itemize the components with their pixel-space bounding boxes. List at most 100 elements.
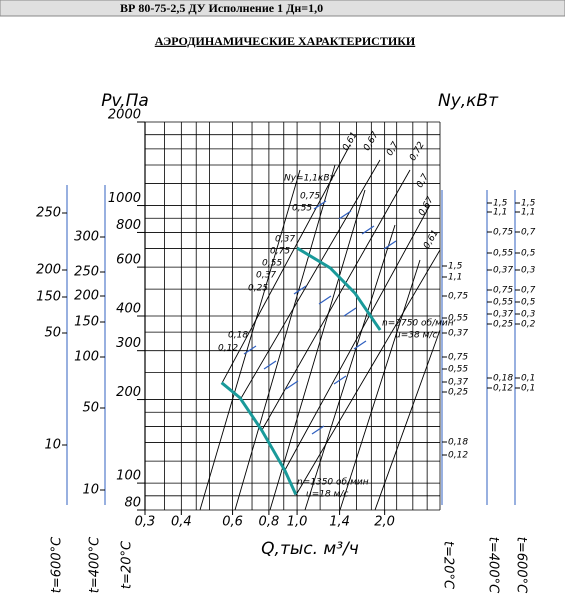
x-tick-label: 0,4	[171, 515, 192, 530]
x-tick-label: 0,6	[222, 515, 243, 530]
scale-label: 1,1	[448, 273, 462, 283]
annotation: 0,75	[300, 192, 320, 202]
annotation: 0,55	[262, 259, 282, 269]
fan-curve	[296, 246, 382, 331]
power-mark	[361, 225, 375, 235]
annotation: 0,12	[218, 344, 238, 354]
scale-title: t=600°C	[50, 536, 65, 593]
diagonal-line	[284, 204, 431, 471]
chart-title: АЭРОДИНАМИЧЕСКИЕ ХАРАКТЕРИСТИКИ	[155, 34, 416, 48]
power-mark	[338, 210, 352, 220]
diagonal-line	[304, 224, 396, 511]
annotation: 0,37	[256, 271, 276, 281]
scale-label: 1,5	[521, 199, 536, 209]
scale-label: 250	[74, 265, 99, 280]
annotation: 0,75	[270, 247, 290, 257]
annotation: 0,61	[422, 228, 441, 250]
scale-label: 0,25	[448, 388, 468, 398]
scale-label: 10	[44, 438, 61, 453]
scale-label: 200	[36, 263, 61, 278]
scale-label: 1,5	[493, 199, 508, 209]
y-tick-label: 100	[116, 469, 141, 484]
power-mark	[313, 200, 327, 210]
scale-label: 250	[36, 206, 61, 221]
scale-label: 0,37	[448, 378, 468, 388]
scale-label: 150	[74, 315, 99, 330]
x-tick-label: 1,0	[287, 515, 308, 530]
diagonal-line	[295, 249, 441, 496]
scale-label: 0,3	[521, 310, 536, 320]
annotation: 0,67	[417, 195, 436, 218]
power-mark	[311, 425, 325, 435]
scale-label: 0,37	[448, 329, 468, 339]
scale-label: 0,55	[493, 298, 513, 308]
scale-label: 0,55	[448, 365, 468, 375]
scale-label: 0,25	[493, 320, 513, 330]
scale-label: 0,1	[521, 374, 535, 384]
scale-label: 0,18	[493, 374, 513, 384]
scale-label: 50	[82, 401, 99, 416]
annotation: 0,18	[228, 331, 248, 341]
diagonal-line	[269, 189, 366, 511]
header-bar	[0, 0, 565, 17]
scale-title: t=600°C	[514, 537, 529, 594]
diagonal-line	[199, 169, 301, 511]
power-mark	[353, 340, 367, 350]
annotation: u=38 м/с	[395, 331, 437, 341]
annotation: Nу=1,1кВт	[284, 174, 336, 184]
scale-label: 0,55	[448, 314, 468, 324]
diagonal-line	[339, 259, 421, 511]
annotation: n=1350 об/мин	[297, 478, 369, 488]
scale-label: 0,37	[493, 310, 513, 320]
y-tick-label: 80	[124, 496, 141, 511]
scale-title: t=400°C	[486, 537, 501, 594]
power-mark	[318, 295, 332, 305]
x-tick-label: 0,8	[259, 515, 280, 530]
scale-label: 0,75	[448, 353, 468, 363]
scale-label: 50	[44, 326, 61, 341]
scale-label: 200	[74, 289, 99, 304]
power-mark	[285, 380, 299, 390]
y2-axis-title: Nу,кВт	[438, 91, 499, 111]
x-axis-title: Q,тыс. м³/ч	[261, 539, 359, 559]
power-mark	[333, 375, 347, 385]
y-tick-label: 300	[116, 336, 141, 351]
scale-title: t=400°C	[88, 536, 103, 593]
annotation: 0,7	[415, 172, 431, 190]
x-tick-label: 1,4	[329, 515, 350, 530]
y-tick-label: 1000	[108, 191, 141, 206]
scale-label: 0,2	[521, 320, 536, 330]
scale-label: 1,1	[521, 208, 535, 218]
scale-label: 0,75	[493, 228, 513, 238]
y-tick-label: 2000	[108, 108, 141, 123]
scale-label: 0,3	[521, 266, 536, 276]
scale-label: 0,18	[448, 438, 468, 448]
scale-label: 10	[82, 483, 99, 498]
y-tick-label: 600	[116, 253, 141, 268]
annotation: 0,67	[362, 130, 381, 153]
power-mark	[243, 345, 257, 355]
header-text: ВР 80-75-2,5 ДУ Исполнение 1 Дн=1,0	[120, 1, 323, 15]
annotation: 0,72	[408, 140, 427, 163]
scale-label: 0,37	[493, 266, 513, 276]
x-tick-label: 0,3	[135, 515, 156, 530]
diagonal-line	[374, 329, 441, 511]
diagonal-line	[234, 164, 336, 511]
scale-title: t=20°C	[120, 540, 135, 589]
scale-label: 0,75	[493, 286, 513, 296]
annotation: u=18 м/с	[306, 490, 348, 500]
scale-label: 1,5	[448, 262, 463, 272]
scale-label: 0,12	[493, 384, 513, 394]
x-tick-label: 2,0	[374, 515, 395, 530]
y-tick-label: 400	[116, 302, 141, 317]
annotation: 0,61	[341, 130, 360, 152]
scale-label: 0,1	[521, 384, 535, 394]
y-axis-title: Pv,Па	[101, 91, 149, 111]
y-tick-label: 200	[116, 385, 141, 400]
fan-curve	[220, 381, 298, 496]
scale-label: 1,1	[493, 208, 507, 218]
power-mark	[383, 240, 397, 250]
power-mark	[343, 307, 357, 317]
diagonal-line	[261, 169, 411, 431]
